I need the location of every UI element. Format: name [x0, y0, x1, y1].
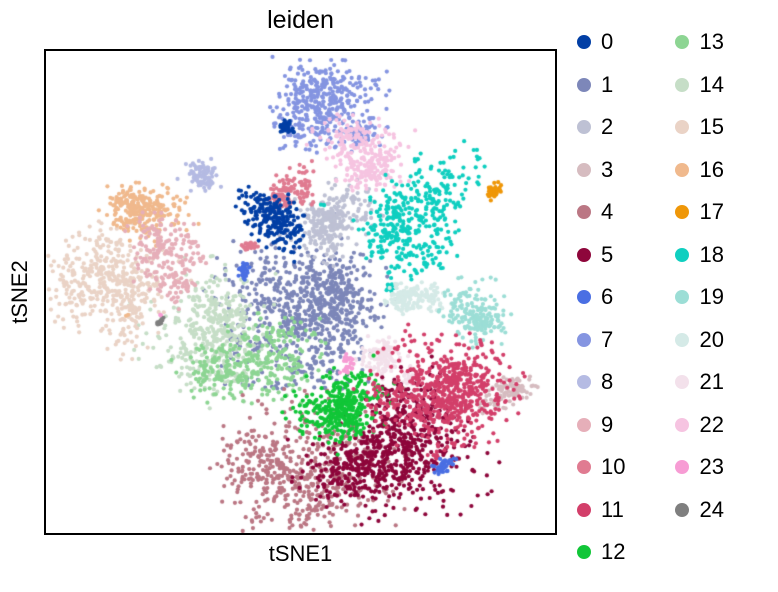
legend-item-4: 4	[577, 191, 625, 234]
legend-item-9: 9	[577, 404, 625, 447]
legend-label: 22	[699, 411, 724, 437]
legend: 0 1 2 3 4 5 6 7 8 9 10 11 12 13 14 15 16 17 18 19 20 21 22 23 2…	[577, 21, 724, 574]
legend-label: 23	[699, 454, 724, 480]
plot-title: leiden	[267, 6, 334, 34]
legend-label: 10	[601, 454, 626, 480]
legend-label: 20	[699, 326, 724, 352]
legend-swatch-icon	[577, 460, 591, 475]
legend-label: 13	[699, 29, 724, 55]
legend-item-8: 8	[577, 361, 625, 404]
legend-label: 16	[699, 156, 724, 182]
legend-label: 17	[699, 199, 724, 225]
legend-label: 2	[601, 114, 614, 140]
legend-label: 3	[601, 156, 614, 182]
legend-swatch-icon	[675, 35, 690, 50]
legend-label: 18	[699, 241, 724, 267]
legend-swatch-icon	[675, 460, 690, 475]
legend-swatch-icon	[577, 417, 591, 432]
legend-item-11: 11	[577, 489, 625, 532]
x-axis-label: tSNE1	[268, 541, 333, 566]
legend-column-1: 0 1 2 3 4 5 6 7 8 9 10 11 12	[577, 21, 625, 574]
y-axis-label: tSNE2	[7, 260, 32, 324]
legend-item-24: 24	[675, 489, 724, 532]
legend-label: 8	[601, 369, 614, 395]
legend-swatch-icon	[675, 120, 690, 135]
legend-label: 1	[601, 71, 614, 97]
legend-label: 14	[699, 71, 724, 97]
legend-swatch-icon	[577, 162, 591, 177]
legend-label: 21	[699, 369, 724, 395]
legend-label: 0	[601, 29, 614, 55]
legend-swatch-icon	[577, 502, 591, 517]
legend-item-16: 16	[675, 149, 724, 192]
legend-label: 4	[601, 199, 614, 225]
legend-item-0: 0	[577, 21, 625, 64]
legend-item-21: 21	[675, 361, 724, 404]
legend-label: 5	[601, 241, 614, 267]
legend-swatch-icon	[675, 502, 690, 517]
legend-label: 24	[699, 496, 724, 522]
legend-swatch-icon	[577, 205, 591, 220]
legend-swatch-icon	[577, 247, 591, 262]
legend-item-2: 2	[577, 106, 625, 149]
legend-swatch-icon	[675, 162, 690, 177]
legend-swatch-icon	[675, 247, 690, 262]
legend-item-22: 22	[675, 404, 724, 447]
legend-swatch-icon	[675, 332, 690, 347]
legend-swatch-icon	[675, 290, 690, 305]
legend-item-18: 18	[675, 234, 724, 277]
legend-swatch-icon	[577, 290, 591, 305]
legend-item-1: 1	[577, 64, 625, 107]
legend-item-13: 13	[675, 21, 724, 64]
legend-item-15: 15	[675, 106, 724, 149]
plot-area	[44, 49, 557, 535]
y-axis-label-wrap: tSNE2	[0, 49, 40, 535]
legend-item-3: 3	[577, 149, 625, 192]
legend-column-2: 13 14 15 16 17 18 19 20 21 22 23 24	[675, 21, 724, 574]
legend-swatch-icon	[577, 35, 591, 50]
legend-item-10: 10	[577, 446, 625, 489]
legend-label: 15	[699, 114, 724, 140]
legend-label: 19	[699, 284, 724, 310]
legend-label: 11	[601, 496, 624, 522]
legend-item-23: 23	[675, 446, 724, 489]
legend-item-19: 19	[675, 276, 724, 319]
legend-item-7: 7	[577, 319, 625, 362]
legend-item-17: 17	[675, 191, 724, 234]
legend-swatch-icon	[675, 205, 690, 220]
legend-item-20: 20	[675, 319, 724, 362]
legend-swatch-icon	[675, 375, 690, 390]
legend-label: 6	[601, 284, 614, 310]
legend-swatch-icon	[577, 375, 591, 390]
scatter-canvas	[46, 51, 555, 533]
legend-swatch-icon	[675, 417, 690, 432]
legend-item-14: 14	[675, 64, 724, 107]
legend-label: 7	[601, 326, 614, 352]
legend-swatch-icon	[577, 120, 591, 135]
legend-item-6: 6	[577, 276, 625, 319]
legend-label: 9	[601, 411, 614, 437]
legend-swatch-icon	[577, 545, 591, 560]
legend-swatch-icon	[577, 77, 591, 92]
legend-swatch-icon	[577, 332, 591, 347]
legend-item-5: 5	[577, 234, 625, 277]
legend-swatch-icon	[675, 77, 690, 92]
legend-label: 12	[601, 539, 626, 565]
legend-item-12: 12	[577, 531, 625, 574]
